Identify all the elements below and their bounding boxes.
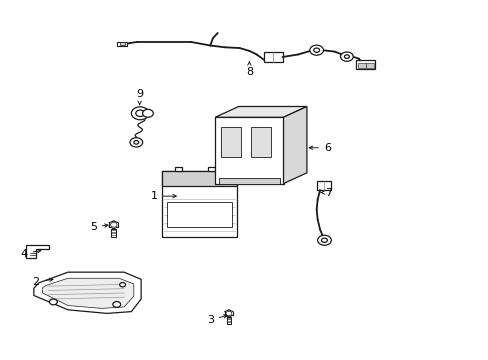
Circle shape: [134, 140, 139, 144]
Bar: [175, 167, 182, 171]
Circle shape: [321, 238, 327, 242]
Bar: [220, 127, 241, 157]
Polygon shape: [34, 272, 141, 314]
Polygon shape: [215, 107, 306, 117]
Bar: [111, 229, 116, 237]
Text: 5: 5: [90, 222, 108, 231]
Bar: [365, 63, 373, 68]
Text: 4: 4: [20, 248, 41, 258]
Text: 1: 1: [150, 191, 176, 201]
Text: 6: 6: [309, 143, 330, 153]
Bar: [264, 51, 282, 62]
Circle shape: [136, 110, 144, 117]
Circle shape: [225, 311, 231, 315]
Bar: [161, 171, 237, 186]
Bar: [250, 127, 271, 157]
Text: 8: 8: [245, 62, 252, 77]
Text: 2: 2: [32, 277, 53, 287]
Circle shape: [317, 235, 330, 245]
Circle shape: [110, 222, 117, 227]
Circle shape: [340, 52, 352, 61]
Circle shape: [313, 48, 319, 52]
Circle shape: [344, 55, 348, 58]
Circle shape: [113, 302, 121, 307]
Polygon shape: [42, 278, 134, 309]
Text: 7: 7: [321, 188, 331, 198]
Circle shape: [131, 107, 149, 120]
Circle shape: [309, 45, 323, 55]
Polygon shape: [26, 245, 49, 258]
Text: 9: 9: [136, 89, 143, 105]
Text: 3: 3: [206, 315, 226, 325]
Circle shape: [49, 299, 57, 305]
Bar: [215, 117, 283, 184]
Circle shape: [130, 138, 142, 147]
Bar: [226, 317, 231, 324]
Bar: [161, 171, 237, 237]
Bar: [166, 202, 231, 228]
Bar: [316, 181, 330, 190]
Polygon shape: [283, 107, 306, 184]
Circle shape: [120, 283, 125, 287]
Circle shape: [142, 109, 153, 117]
Bar: [355, 60, 374, 69]
Bar: [120, 42, 124, 45]
Bar: [218, 178, 280, 184]
Bar: [208, 167, 215, 171]
Bar: [357, 63, 365, 68]
Bar: [117, 41, 127, 46]
